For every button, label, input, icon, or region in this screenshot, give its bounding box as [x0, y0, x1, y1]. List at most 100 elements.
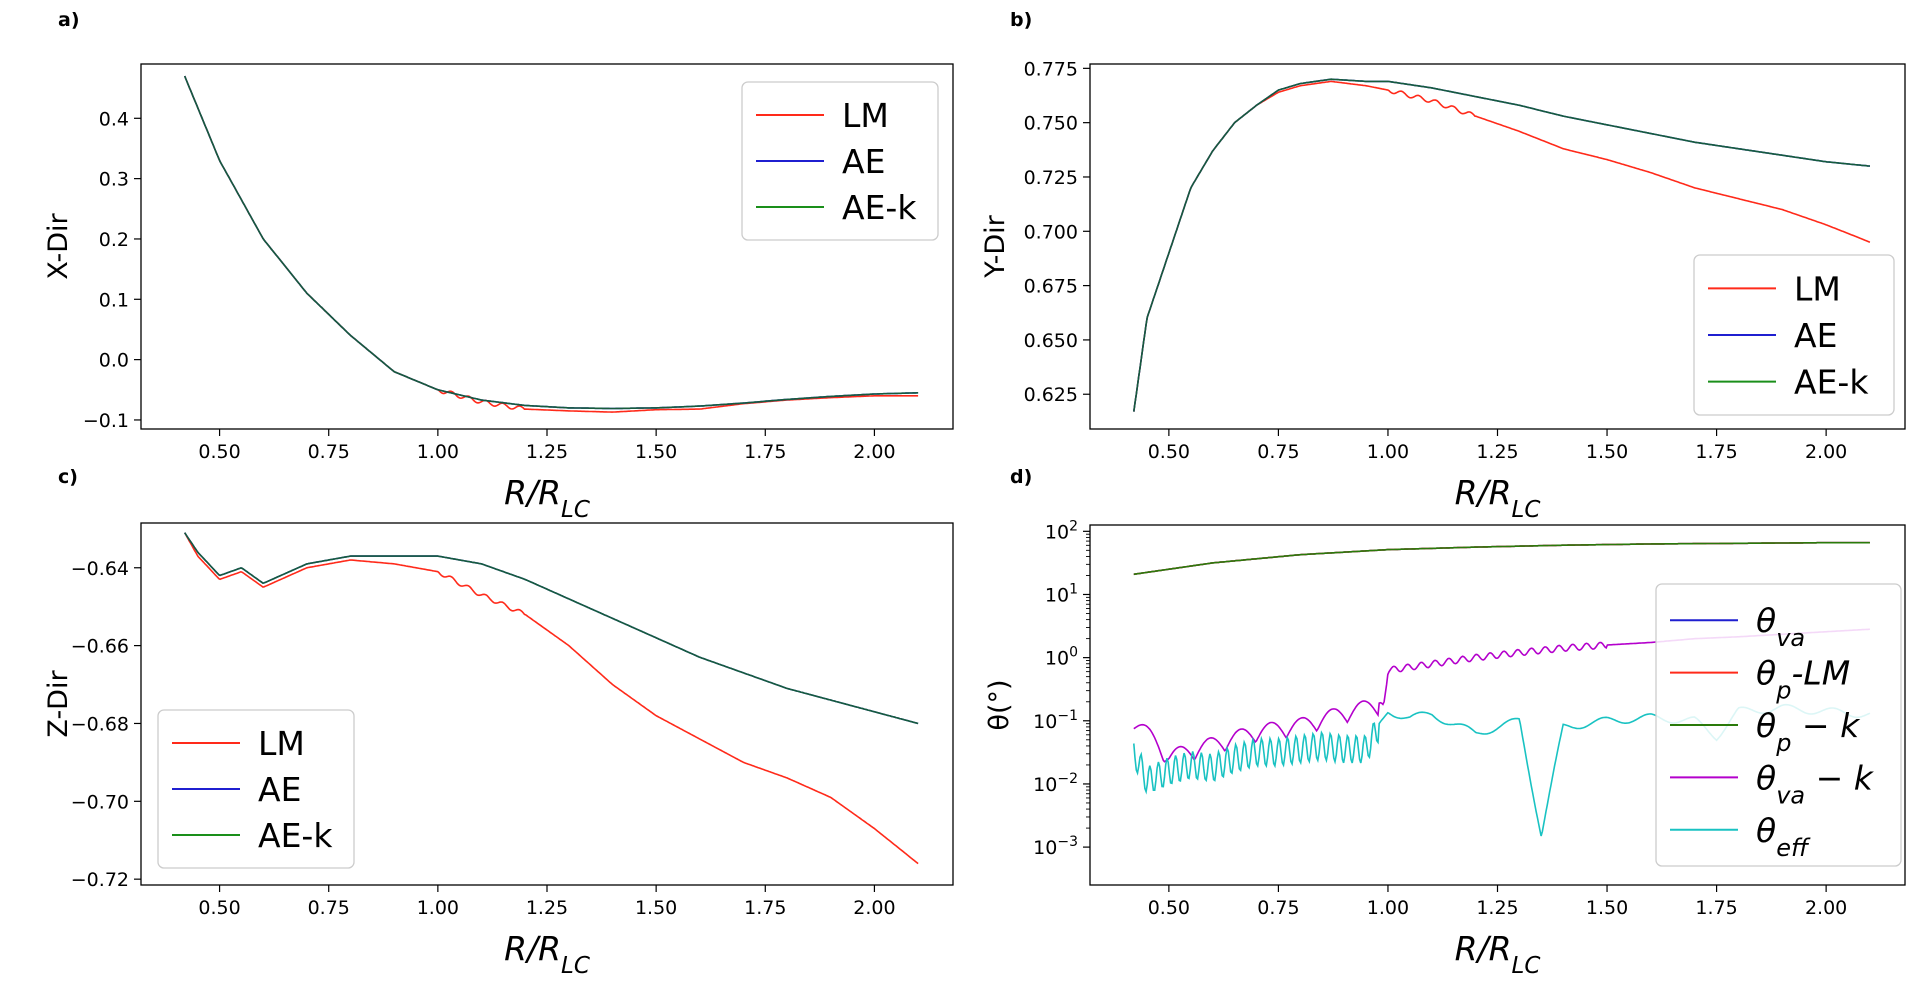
x-tick-label: 2.00 [1805, 441, 1847, 463]
y-tick-label: 0.2 [99, 229, 129, 251]
plot-area [1133, 78, 1871, 412]
series-line-AE [184, 532, 919, 725]
y-tick-label: 10−2 [1033, 771, 1078, 796]
legend-label: θva − k [1756, 758, 1875, 809]
series-line-AE-k [1133, 78, 1870, 412]
x-axis-label: R/RLC [504, 473, 590, 523]
y-tick-label: 0.625 [1024, 384, 1078, 406]
y-tick-label: 0.0 [99, 350, 129, 372]
y-tick-label: −0.68 [71, 713, 129, 735]
x-tick-label: 1.75 [744, 897, 786, 919]
x-tick-label: 0.50 [1148, 441, 1190, 463]
x-tick-label: 1.50 [635, 897, 677, 919]
y-tick-label: 0.675 [1024, 276, 1078, 298]
y-tick-label: 100 [1045, 645, 1078, 670]
x-tick-label: 0.75 [308, 441, 350, 463]
y-tick-label: 0.750 [1024, 113, 1078, 135]
y-tick-label: 10−1 [1033, 708, 1078, 733]
y-tick-label: 0.4 [99, 108, 129, 130]
y-tick-label: 101 [1045, 581, 1078, 606]
y-tick-label: 0.3 [99, 169, 129, 191]
legend-label: AE-k [1794, 363, 1869, 402]
x-tick-label: 1.25 [1476, 441, 1518, 463]
legend-label: AE [842, 142, 885, 181]
x-tick-label: 1.00 [417, 897, 459, 919]
panel-label: d) [1010, 466, 1032, 488]
x-tick-label: 1.75 [1695, 897, 1737, 919]
x-tick-label: 1.00 [1367, 897, 1409, 919]
y-tick-label: −0.64 [71, 558, 129, 580]
panel-label: b) [1010, 9, 1032, 31]
legend-label: LM [258, 724, 305, 763]
legend-label: AE-k [258, 816, 333, 855]
x-tick-label: 0.75 [308, 897, 350, 919]
legend-label: AE [1794, 316, 1837, 355]
legend-label: θeff [1756, 811, 1811, 862]
series-line-AE-k [183, 75, 919, 410]
y-tick-label: −0.66 [71, 636, 129, 658]
legend-label: AE [258, 770, 301, 809]
x-tick-label: 0.75 [1257, 441, 1299, 463]
x-tick-label: 1.50 [1586, 441, 1628, 463]
y-tick-label: −0.72 [71, 869, 129, 891]
x-tick-label: 1.50 [1586, 897, 1628, 919]
y-tick-label: 0.650 [1024, 330, 1078, 352]
x-tick-label: 2.00 [853, 897, 895, 919]
x-tick-label: 0.50 [198, 897, 240, 919]
panel-4: d) 0.50 0.75 1.00 1.25 1.50 1.75 2.00 10−3 10−2 10… [984, 466, 1906, 979]
y-tick-label: 0.1 [99, 289, 129, 311]
series-line--p-k [1133, 541, 1870, 576]
series-line--p-LM [1133, 541, 1870, 576]
panel-label: a) [58, 9, 80, 31]
x-axis-label: R/RLC [504, 929, 590, 979]
y-tick-label: −0.1 [83, 410, 129, 432]
panel-1: a) 0.50 0.75 1.00 1.25 1.50 1.75 2.00 −0.1 0.0 0.1… [43, 9, 954, 523]
x-tick-label: 2.00 [1805, 897, 1847, 919]
plot-area [183, 532, 919, 865]
panel-label: c) [58, 466, 78, 488]
legend-label: θp − k [1756, 706, 1861, 757]
y-axis-label: Y-Dir [980, 214, 1011, 278]
legend: LM AE AE-k [1693, 254, 1895, 416]
x-axis-label: R/RLC [1455, 473, 1541, 523]
x-tick-label: 1.75 [1695, 441, 1737, 463]
x-tick-label: 1.00 [1367, 441, 1409, 463]
legend-label: LM [1794, 269, 1841, 308]
plot-area [183, 75, 919, 413]
series-line-LM [183, 532, 919, 865]
legend: LM AE AE-k [157, 709, 355, 869]
y-tick-label: −0.70 [71, 791, 129, 813]
y-axis-label: Z-Dir [43, 670, 74, 738]
y-axis-label: X-Dir [43, 212, 74, 279]
y-axis-label: θ(°) [984, 679, 1015, 730]
y-tick-label: 102 [1045, 518, 1078, 543]
x-tick-label: 2.00 [853, 441, 895, 463]
y-tick-label: 0.775 [1024, 58, 1078, 80]
legend-label: θp-LM [1756, 654, 1850, 705]
x-tick-label: 1.00 [417, 441, 459, 463]
legend: LM AE AE-k [741, 81, 939, 241]
x-tick-label: 0.75 [1257, 897, 1299, 919]
x-tick-label: 1.75 [744, 441, 786, 463]
x-tick-label: 1.25 [526, 897, 568, 919]
legend-label: AE-k [842, 188, 917, 227]
legend-frame [157, 709, 355, 869]
panel-3: c) 0.50 0.75 1.00 1.25 1.50 1.75 2.00 −0.72 −0.70… [43, 466, 954, 979]
x-tick-label: 0.50 [198, 441, 240, 463]
legend-label: θva [1756, 601, 1805, 652]
series-line-AE-k [184, 532, 919, 725]
y-tick-label: 10−3 [1033, 834, 1078, 859]
x-tick-label: 1.50 [635, 441, 677, 463]
x-tick-label: 1.25 [1476, 897, 1518, 919]
x-tick-label: 1.25 [526, 441, 568, 463]
legend-frame [1655, 583, 1902, 867]
x-tick-label: 0.50 [1148, 897, 1190, 919]
series-line--va [1133, 541, 1870, 576]
panel-2: b) 0.50 0.75 1.00 1.25 1.50 1.75 2.00 0.625 0.650… [980, 9, 1906, 523]
legend-frame [1693, 254, 1895, 416]
legend-frame [741, 81, 939, 241]
x-axis-label: R/RLC [1455, 929, 1541, 979]
legend-label: LM [842, 96, 889, 135]
